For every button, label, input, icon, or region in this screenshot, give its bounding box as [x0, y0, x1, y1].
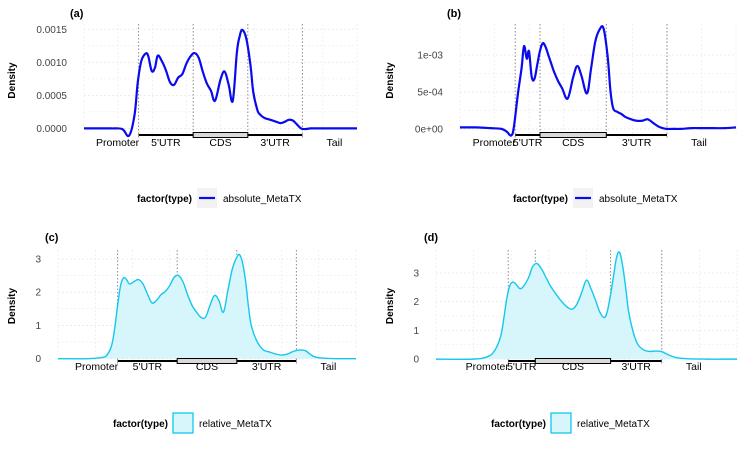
legend-label: relative_MetaTX	[199, 419, 272, 430]
region-label: 5'UTR	[507, 361, 537, 373]
region-label: 3'UTR	[621, 361, 651, 373]
cds-box	[539, 132, 607, 138]
y-tick-label: 1	[413, 326, 419, 337]
legend: factor(type) absolute_MetaTX	[137, 188, 302, 208]
panel-label: (a)	[70, 8, 84, 20]
cds-box	[192, 132, 249, 138]
series-area	[436, 251, 737, 360]
chart-panel-0: Promoter 5'UTR CDS 3'UTR Tail 0.0000 0.0005 0.0…	[7, 8, 358, 208]
y-tick-label: 3	[413, 268, 419, 279]
region-label: Tail	[327, 137, 343, 149]
y-tick-label: 0.0015	[36, 25, 67, 36]
grid-lines	[459, 24, 737, 137]
y-tick-label: 0e+00	[415, 124, 444, 135]
legend-title: factor(type)	[113, 419, 168, 430]
panel-label: (c)	[45, 232, 59, 244]
legend: factor(type) absolute_MetaTX	[513, 188, 678, 208]
legend-label: relative_MetaTX	[577, 419, 650, 430]
region-label: 3'UTR	[622, 137, 652, 149]
region-label: 3'UTR	[252, 361, 282, 373]
legend-title: factor(type)	[137, 194, 192, 205]
region-label: Promoter	[75, 361, 119, 373]
region-label: Tail	[686, 361, 702, 373]
region-label: 5'UTR	[151, 137, 181, 149]
region-label: Tail	[691, 137, 707, 149]
series-line	[57, 253, 357, 360]
region-label: 5'UTR	[133, 361, 163, 373]
y-tick-label: 2	[35, 288, 41, 299]
y-axis-title: Density	[7, 62, 18, 99]
series-area	[58, 254, 356, 359]
y-tick-label: 3	[35, 254, 41, 265]
region-label: CDS	[196, 361, 218, 373]
region-label: CDS	[562, 137, 584, 149]
region-label: 5'UTR	[513, 137, 543, 149]
series-line	[459, 25, 737, 137]
legend: factor(type) relative_MetaTX	[113, 412, 272, 434]
region-label: Promoter	[466, 361, 510, 373]
y-axis-title: Density	[7, 288, 18, 325]
y-axis-title: Density	[385, 288, 396, 325]
y-tick-label: 1	[35, 321, 41, 332]
region-label: Promoter	[96, 137, 140, 149]
legend-title: factor(type)	[491, 419, 546, 430]
y-tick-label: 0	[35, 354, 41, 365]
region-label: Tail	[321, 361, 337, 373]
y-tick-label: 5e-04	[417, 87, 443, 98]
panel-label: (d)	[424, 232, 438, 244]
legend-key	[172, 412, 194, 434]
region-label: Promoter	[473, 137, 517, 149]
region-label: CDS	[562, 361, 584, 373]
region-label: CDS	[209, 137, 231, 149]
series-line	[84, 28, 357, 138]
series-line	[435, 251, 737, 361]
panel-label: (b)	[447, 8, 461, 20]
y-tick-label: 0.0000	[36, 124, 67, 135]
cds-box	[534, 358, 612, 364]
chart-panel-2: Promoter 5'UTR CDS 3'UTR Tail 0 1 2 3 Density (c) f…	[7, 232, 357, 434]
y-tick-label: 2	[413, 297, 419, 308]
y-axis-title: Density	[385, 62, 396, 99]
legend-title: factor(type)	[513, 194, 568, 205]
grid-lines	[57, 250, 357, 362]
y-tick-label: 0.0005	[36, 91, 67, 102]
legend-label: absolute_MetaTX	[223, 194, 302, 205]
legend: factor(type) relative_MetaTX	[491, 412, 650, 434]
legend-key	[550, 412, 572, 434]
y-tick-label: 1e-03	[417, 51, 443, 62]
cds-box	[176, 358, 238, 364]
y-tick-label: 0	[413, 355, 419, 366]
legend-label: absolute_MetaTX	[599, 194, 678, 205]
region-label: 3'UTR	[260, 137, 290, 149]
y-tick-label: 0.0010	[36, 58, 67, 69]
